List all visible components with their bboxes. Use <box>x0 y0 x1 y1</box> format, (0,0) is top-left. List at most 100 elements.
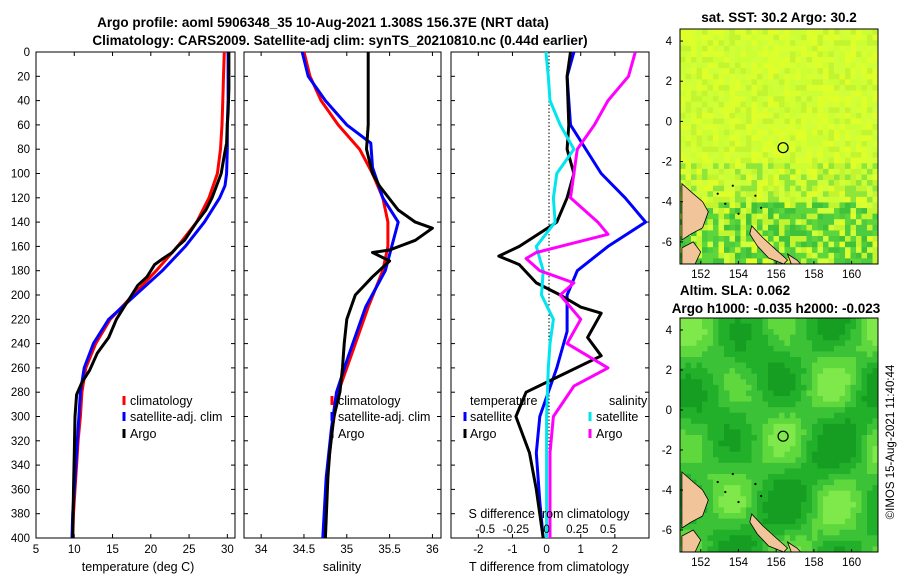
heatmap-cell <box>768 40 774 47</box>
heatmap-cell <box>740 507 747 514</box>
heatmap-cell <box>696 135 703 142</box>
heatmap-cell <box>762 96 769 103</box>
x-tick-label: 34 <box>255 544 268 556</box>
heatmap-cell <box>707 129 714 136</box>
heatmap-cell <box>718 140 725 147</box>
heatmap-cell <box>735 401 741 408</box>
heatmap-cell <box>762 146 769 153</box>
heatmap-cell <box>845 362 851 369</box>
heatmap-cell <box>856 224 862 231</box>
heatmap-cell <box>707 56 714 63</box>
heatmap-cell <box>773 168 780 175</box>
heatmap-cell <box>713 407 719 414</box>
heatmap-cell <box>735 73 741 80</box>
heatmap-cell <box>724 462 730 469</box>
heatmap-cell <box>817 485 824 492</box>
heatmap-cell <box>834 540 840 547</box>
y-tick-label: 220 <box>11 314 30 326</box>
island-dot <box>737 500 740 504</box>
heatmap-cell <box>823 423 829 430</box>
heatmap-cell <box>801 185 807 192</box>
heatmap-cell <box>845 334 851 341</box>
heatmap-cell <box>718 252 725 259</box>
heatmap-cell <box>850 124 857 131</box>
heatmap-cell <box>812 412 818 419</box>
heatmap-cell <box>691 334 697 341</box>
heatmap-cell <box>762 423 769 430</box>
heatmap-cell <box>702 423 708 430</box>
heatmap-cell <box>729 112 736 119</box>
heatmap-cell <box>834 496 840 503</box>
heatmap-cell <box>735 396 741 402</box>
heatmap-cell <box>795 390 802 397</box>
heatmap-cell <box>861 518 868 525</box>
heatmap-cell <box>867 191 873 198</box>
heatmap-cell <box>746 208 752 215</box>
heatmap-cell <box>773 390 780 397</box>
heatmap-cell <box>834 351 840 358</box>
heatmap-cell <box>867 84 873 91</box>
heatmap-cell <box>872 124 879 131</box>
heatmap-cell <box>751 546 758 553</box>
heatmap-cell <box>773 507 780 514</box>
heatmap-cell <box>740 429 747 436</box>
heatmap-cell <box>845 384 851 391</box>
heatmap-cell <box>801 84 807 91</box>
heatmap-cell <box>685 446 692 453</box>
heatmap-cell <box>718 118 725 125</box>
heatmap-cell <box>845 40 851 47</box>
heatmap-cell <box>812 202 818 209</box>
heatmap-cell <box>795 540 802 547</box>
heatmap-cell <box>779 390 785 397</box>
heatmap-cell <box>751 163 758 170</box>
heatmap-cell <box>746 340 752 347</box>
heatmap-cell <box>691 440 697 447</box>
heatmap-cell <box>691 418 697 425</box>
heatmap-cell <box>784 479 791 486</box>
heatmap-cell <box>867 174 873 181</box>
heatmap-cell <box>839 101 846 108</box>
heatmap-cell <box>845 524 851 531</box>
heatmap-cell <box>856 329 862 336</box>
heatmap-cell <box>850 118 857 125</box>
heatmap-cell <box>702 185 708 192</box>
heatmap-cell <box>707 490 714 497</box>
heatmap-cell <box>740 462 747 469</box>
heatmap-cell <box>812 435 818 441</box>
heatmap-cell <box>751 401 758 408</box>
heatmap-cell <box>696 540 703 547</box>
heatmap-cell <box>757 185 763 192</box>
heatmap-cell <box>867 435 873 441</box>
heatmap-cell <box>707 462 714 469</box>
heatmap-cell <box>801 390 807 397</box>
heatmap-cell <box>812 236 818 243</box>
heatmap-cell <box>801 101 807 108</box>
heatmap-cell <box>801 524 807 531</box>
heatmap-cell <box>696 241 703 248</box>
heatmap-cell <box>850 101 857 108</box>
heatmap-cell <box>850 384 857 391</box>
x-tick-label: 158 <box>804 269 823 281</box>
heatmap-cell <box>773 373 780 380</box>
heatmap-cell <box>856 40 862 47</box>
heatmap-cell <box>779 412 785 419</box>
heatmap-cell <box>729 513 736 519</box>
heatmap-cell <box>707 423 714 430</box>
heatmap-cell <box>729 40 736 47</box>
heatmap-cell <box>718 345 725 352</box>
heatmap-cell <box>850 79 857 86</box>
heatmap-cell <box>850 230 857 237</box>
heatmap-cell <box>740 73 747 80</box>
heatmap-cell <box>707 329 714 336</box>
heatmap-cell <box>707 351 714 358</box>
heatmap-cell <box>740 112 747 119</box>
heatmap-cell <box>702 163 708 170</box>
heatmap-cell <box>746 462 752 469</box>
heatmap-cell <box>680 157 686 164</box>
heatmap-cell <box>768 496 774 503</box>
heatmap-cell <box>779 334 785 341</box>
heatmap-cell <box>850 368 857 375</box>
heatmap-cell <box>784 368 791 375</box>
heatmap-cell <box>729 84 736 91</box>
heatmap-cell <box>735 202 741 209</box>
